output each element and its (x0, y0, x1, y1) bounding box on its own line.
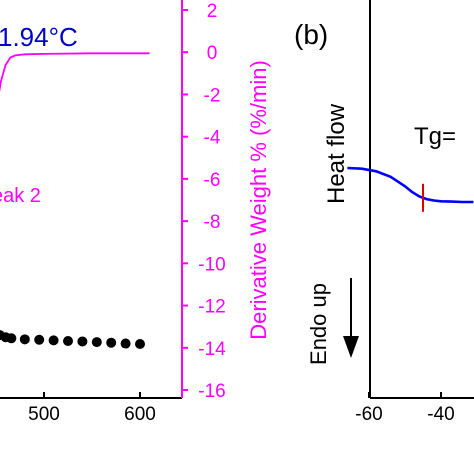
x-tick-label-b: -60 (355, 404, 382, 425)
weight-point (135, 338, 145, 349)
panel-a: 2 0 -2 -4 -6 -8 -10 -12 -14 -16 500 600 1.94°C eak… (0, 0, 271, 425)
right-tick-label: -14 (198, 339, 226, 360)
right-tick-label: -10 (198, 254, 225, 275)
derivative-curve (0, 52, 150, 93)
panel-b: (b) -60 -40 Tg= Heat flow Endo up (294, 0, 474, 425)
weight-point (6, 333, 17, 344)
right-tick-label: -16 (198, 381, 225, 402)
right-axis-ticks-a: 2 0 -2 -4 -6 -8 -10 -12 -14 -16 (182, 1, 226, 402)
weight-point (48, 335, 59, 346)
weight-point (77, 336, 88, 347)
weight-point (120, 338, 131, 349)
right-tick-label: -4 (204, 128, 221, 149)
x-axis-ticks-b: -60 -40 (355, 392, 455, 425)
annotation-temperature: 1.94°C (0, 22, 78, 52)
weight-point (106, 337, 117, 348)
weight-point (34, 334, 45, 345)
x-axis-ticks-a: 500 600 (28, 392, 156, 425)
right-tick-label: -6 (204, 170, 221, 191)
right-tick-label: -8 (204, 212, 221, 233)
x-tick-label-a: 600 (124, 404, 156, 425)
right-tick-label: 2 (207, 1, 218, 22)
panel-label-b: (b) (294, 19, 328, 50)
weight-points (0, 330, 145, 349)
annotation-tg: Tg= (414, 123, 456, 150)
right-tick-label: -12 (198, 297, 225, 318)
annotation-peak: eak 2 (0, 185, 41, 207)
x-tick-label-b: -40 (427, 404, 454, 425)
weight-point (91, 337, 102, 348)
endo-arrow-head (343, 336, 359, 358)
y-axis-label-b: Heat flow (323, 103, 350, 204)
right-tick-label: -2 (204, 85, 221, 106)
weight-point (19, 334, 30, 345)
annotation-endo: Endo up (306, 283, 331, 365)
heat-flow-curve (347, 166, 474, 204)
x-tick-label-a: 500 (28, 404, 60, 425)
right-tick-label: 0 (207, 43, 218, 64)
weight-point (63, 336, 73, 347)
right-axis-label: Derivative Weight % (%/min) (246, 60, 271, 340)
